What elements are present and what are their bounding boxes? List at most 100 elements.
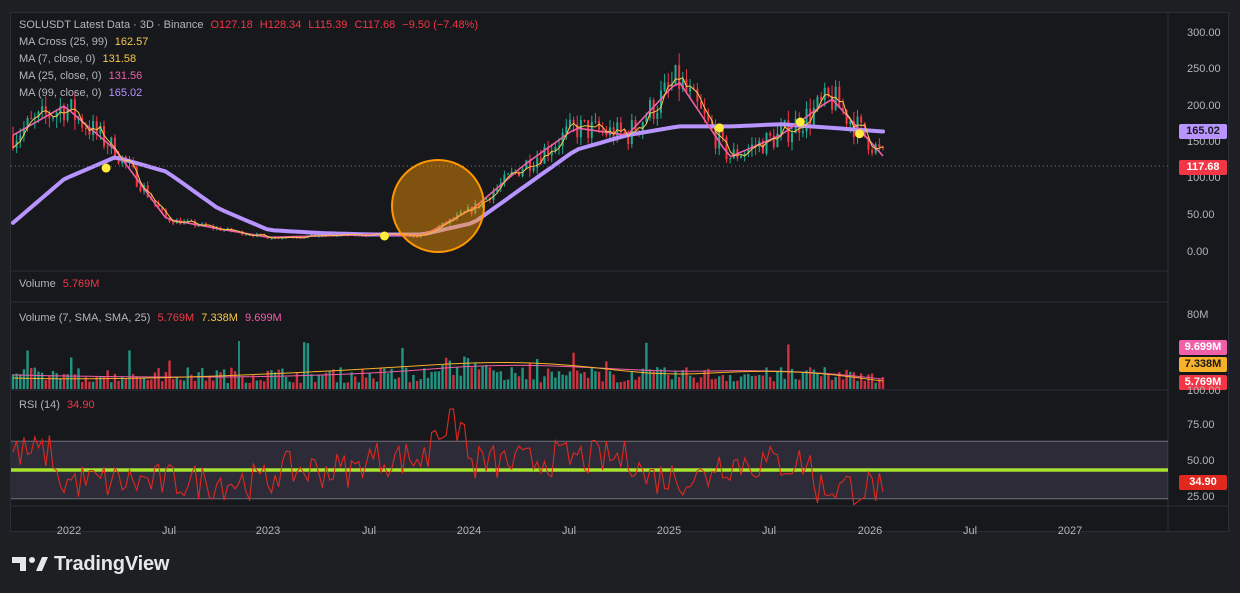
- candle-body: [226, 228, 229, 230]
- volume-bar: [521, 367, 524, 389]
- candle-body: [270, 238, 273, 240]
- candle-body: [48, 114, 51, 119]
- volume-bar: [310, 374, 313, 389]
- volume-bar: [794, 378, 797, 389]
- time-tick: 2023: [255, 525, 281, 537]
- volume-bar: [827, 373, 830, 389]
- volume-bar: [168, 360, 171, 389]
- ma-cross-marker: [714, 123, 724, 133]
- volume-bar: [506, 379, 510, 389]
- volume-bar: [532, 379, 535, 389]
- candle-body: [565, 126, 568, 133]
- volume-bar: [565, 375, 568, 389]
- volume-bar: [121, 376, 124, 389]
- volume-bar: [594, 371, 597, 389]
- volume-bar: [579, 373, 583, 389]
- candle-body: [503, 174, 506, 184]
- candle-body: [681, 79, 684, 89]
- candle-body: [849, 121, 852, 124]
- volume-bar: [128, 350, 131, 389]
- volume-bar: [667, 375, 670, 389]
- volume-bar: [423, 368, 426, 389]
- volume-bar: [525, 379, 528, 389]
- low-value: L115.39: [308, 19, 348, 31]
- candle-body: [601, 129, 604, 131]
- volume-bar: [419, 379, 422, 389]
- volume-bar: [856, 380, 859, 389]
- candle-body: [19, 135, 22, 141]
- volume-bar: [55, 373, 58, 389]
- volume-bar: [350, 372, 353, 389]
- volume-bar: [732, 381, 735, 389]
- ma7-value: 131.58: [102, 53, 137, 65]
- volume-bar: [444, 357, 448, 389]
- candle-body: [729, 158, 732, 160]
- volume-bar: [131, 374, 135, 389]
- rsi-legend[interactable]: RSI (14) 34.90: [19, 398, 99, 412]
- candle-body: [295, 237, 298, 239]
- volume-sma-label: Volume (7, SMA, SMA, 25): [19, 312, 151, 324]
- volume-legend[interactable]: Volume 5.769M: [19, 277, 103, 291]
- volume-bar: [543, 376, 546, 389]
- volume-bar: [353, 376, 357, 389]
- volume-bar: [361, 369, 364, 389]
- volume-bar: [590, 367, 593, 389]
- candle-body: [627, 133, 630, 144]
- candle-body: [208, 225, 211, 227]
- volume-bar: [765, 367, 768, 389]
- volume-bar: [44, 380, 47, 389]
- volume-bar: [73, 374, 77, 389]
- volume-bar: [812, 369, 816, 389]
- chart-canvas[interactable]: [11, 13, 1228, 531]
- volume-bar: [481, 365, 484, 389]
- candle-body: [37, 111, 40, 118]
- candle-body: [365, 235, 368, 237]
- candle-body: [550, 151, 553, 156]
- volume-bar: [637, 376, 641, 389]
- tradingview-logo[interactable]: TradingView: [12, 552, 169, 576]
- volume-bar: [11, 374, 15, 389]
- ma25-legend[interactable]: MA (25, close, 0) 131.56: [19, 69, 146, 83]
- volume-bar: [212, 380, 215, 389]
- volume-sma-legend[interactable]: Volume (7, SMA, SMA, 25) 5.769M 7.338M 9…: [19, 311, 286, 325]
- volume-bar: [59, 378, 62, 389]
- ma7-legend[interactable]: MA (7, close, 0) 131.58: [19, 52, 140, 66]
- volume-bar: [230, 367, 233, 389]
- volume-bar: [790, 368, 794, 389]
- price-tick: 150.00: [1187, 136, 1221, 148]
- volume-bar: [51, 371, 55, 389]
- chart-frame[interactable]: SOLUSDT Latest Data · 3D · Binance O127.…: [10, 12, 1229, 537]
- volume-bar: [222, 369, 226, 389]
- candle-body: [649, 100, 652, 118]
- volume-bar: [186, 367, 189, 389]
- volume-bar: [761, 375, 765, 389]
- ma-cross-marker: [855, 129, 865, 139]
- volume-bar: [830, 379, 834, 389]
- volume-bar: [747, 373, 750, 389]
- candle-body: [52, 117, 55, 119]
- highlight-circle: [391, 159, 485, 253]
- ma99-legend[interactable]: MA (99, close, 0) 165.02: [19, 86, 146, 100]
- volume-bar: [568, 371, 572, 389]
- volume-bar: [728, 375, 732, 389]
- volume-bar: [426, 377, 430, 389]
- candle-body: [26, 118, 29, 128]
- volume-bar: [550, 371, 553, 389]
- volume-bar: [113, 373, 117, 389]
- symbol-legend: SOLUSDT Latest Data · 3D · Binance O127.…: [19, 18, 482, 32]
- volume-sma7-line: [12, 362, 884, 382]
- volume-value: 5.769M: [62, 278, 100, 290]
- volume-bar: [572, 352, 575, 389]
- candle-body: [652, 100, 655, 119]
- volume-bar: [161, 381, 164, 389]
- ma-cross-legend[interactable]: MA Cross (25, 99) 162.57: [19, 35, 152, 49]
- time-tick: Jul: [962, 525, 978, 537]
- candle-body: [543, 147, 546, 164]
- candle-body: [772, 135, 775, 148]
- price-tick: 100.00: [1187, 172, 1221, 184]
- candle-body: [84, 127, 87, 130]
- volume-bar: [394, 378, 397, 389]
- ma-cross-marker: [795, 117, 805, 127]
- price-tick: 300.00: [1187, 27, 1221, 39]
- candle-body: [281, 237, 284, 239]
